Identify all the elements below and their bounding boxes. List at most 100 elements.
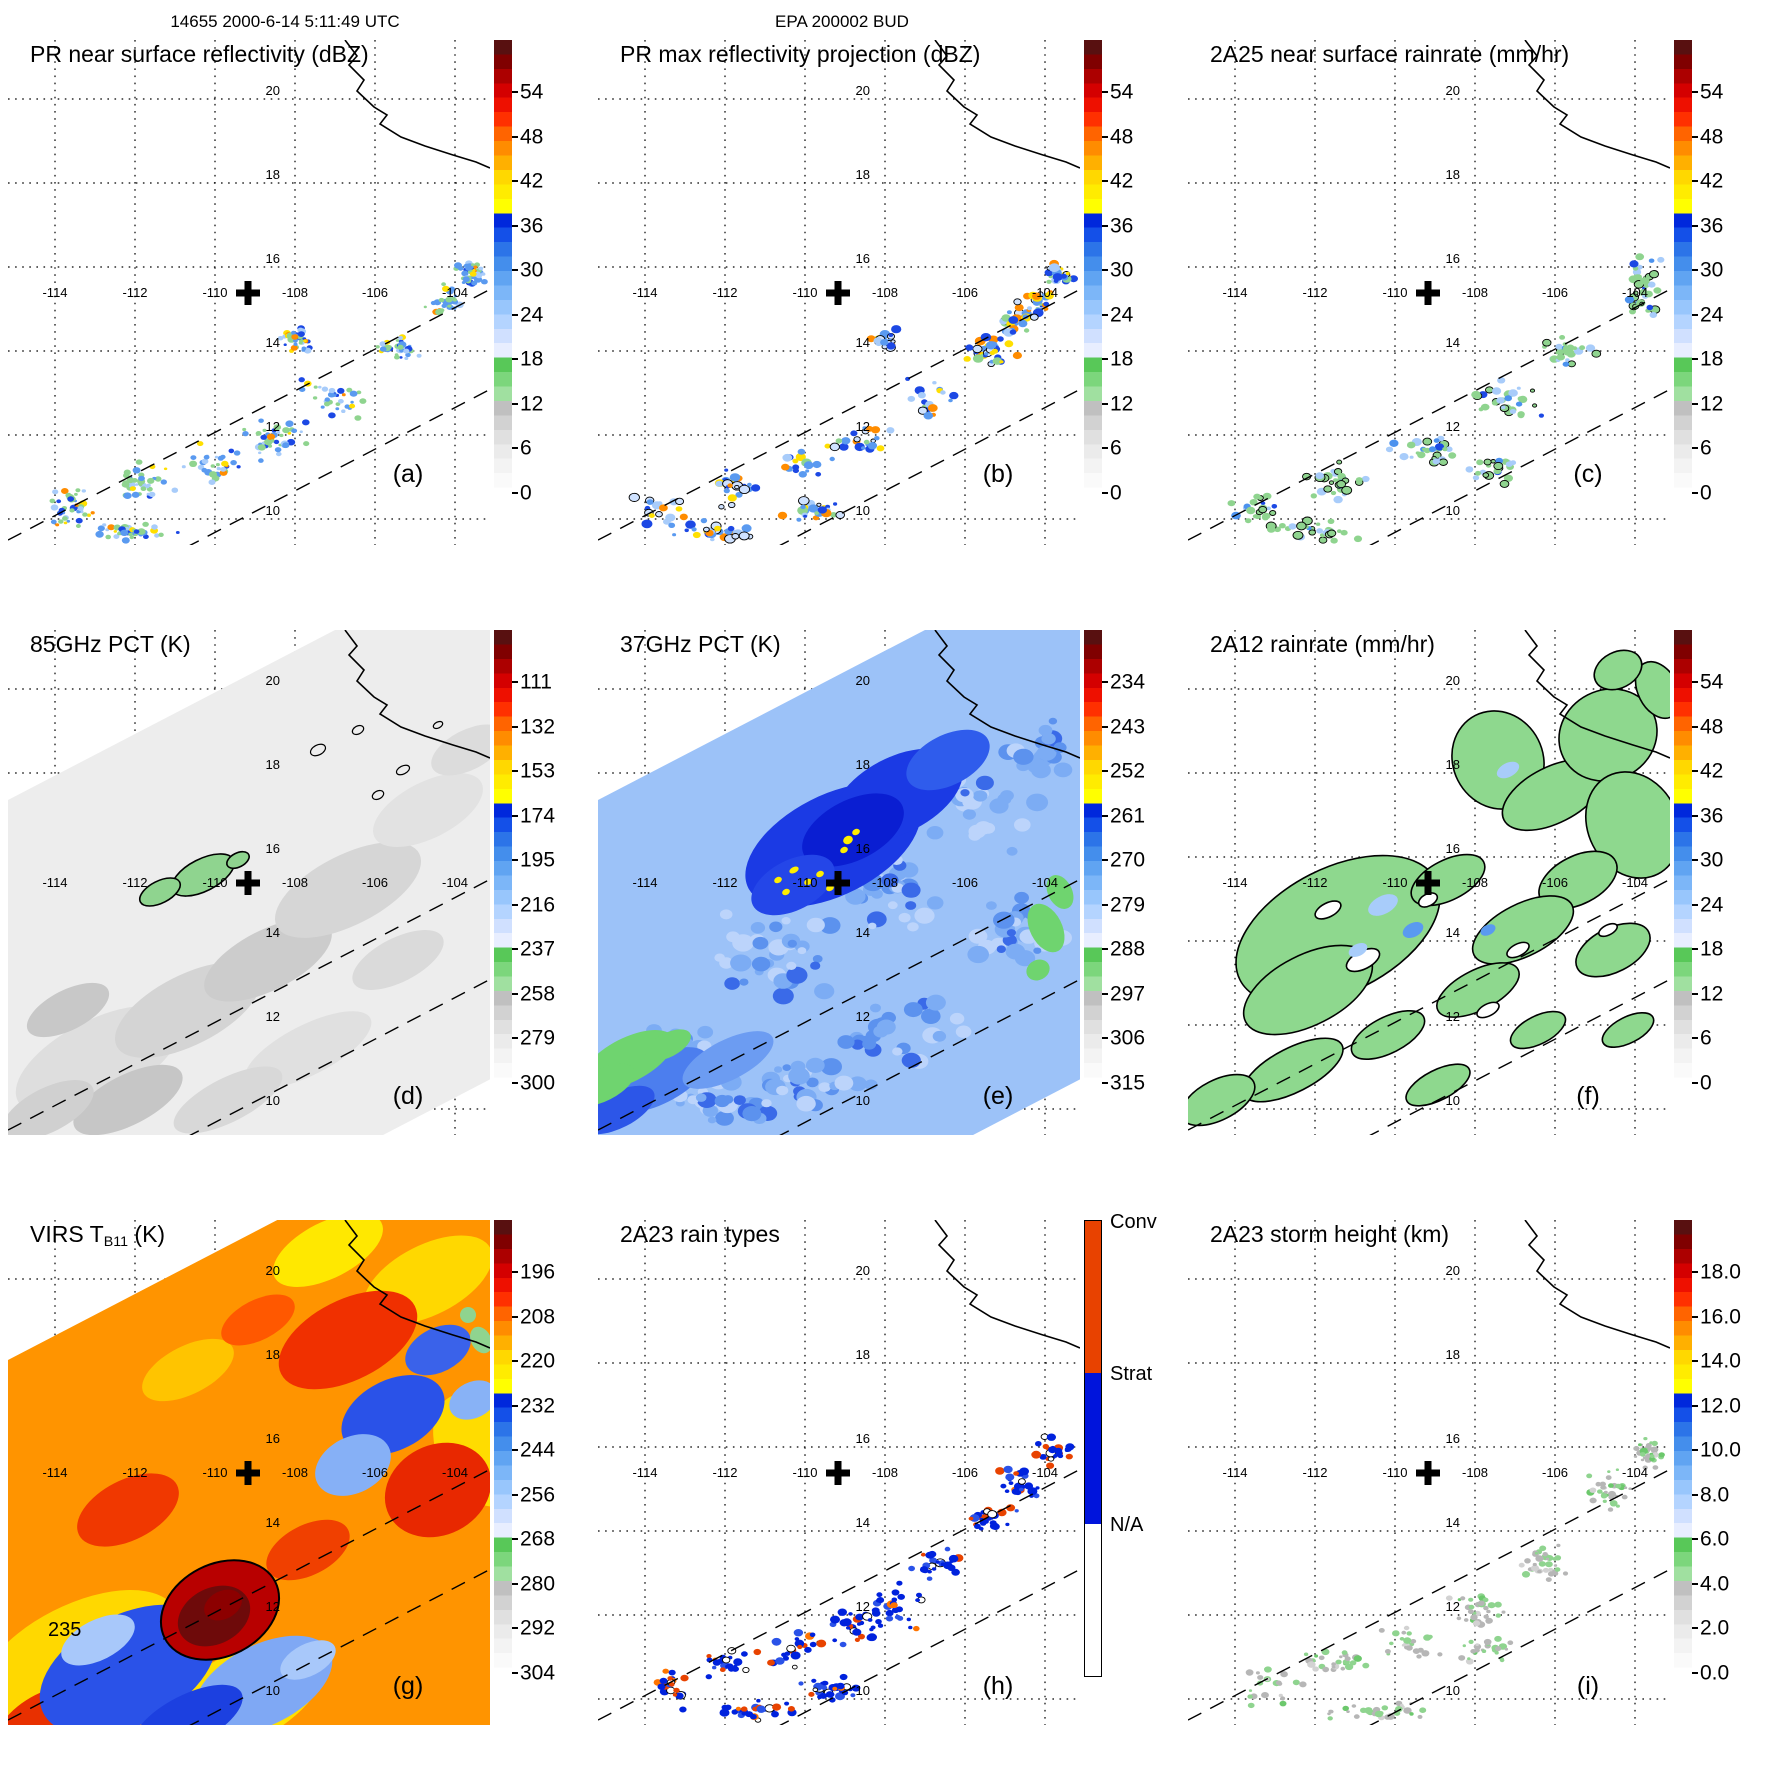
colorbar-tick-label: 256 bbox=[520, 1483, 556, 1507]
colorbar-tick bbox=[1692, 1404, 1698, 1407]
colorbar-tick-label: 174 bbox=[520, 804, 556, 828]
colorbar-tick-label: 10.0 bbox=[1700, 1438, 1741, 1462]
colorbar-tick bbox=[1692, 269, 1698, 272]
lat-label: 12 bbox=[856, 419, 870, 434]
colorbar-tick bbox=[512, 1315, 518, 1318]
colorbar-tick-label: 280 bbox=[520, 1572, 556, 1596]
lat-label: 14 bbox=[856, 1515, 870, 1530]
colorbar-tick-label: 279 bbox=[520, 1026, 556, 1050]
colorbar-tick-label: 48 bbox=[1700, 125, 1724, 149]
panel-letter: (g) bbox=[393, 1672, 424, 1700]
lat-label: 10 bbox=[856, 1093, 870, 1108]
colorbar-tick-label: 24 bbox=[520, 303, 544, 327]
lon-label: -106 bbox=[1542, 875, 1568, 890]
colorbar-tick-label: 195 bbox=[520, 848, 556, 872]
lat-label: 18 bbox=[856, 167, 870, 182]
rain-type-segment bbox=[1085, 1372, 1101, 1525]
colorbar-tick bbox=[512, 180, 518, 183]
coastline bbox=[1524, 1220, 1670, 1349]
colorbar-tick bbox=[512, 1449, 518, 1452]
colorbar-tick-label: 42 bbox=[1700, 759, 1724, 783]
lat-label: 20 bbox=[856, 83, 870, 98]
colorbar-tick bbox=[1102, 402, 1108, 405]
panel-title-part: B11 bbox=[103, 1233, 129, 1250]
lat-label: 20 bbox=[856, 1263, 870, 1278]
colorbar-tick-label: 48 bbox=[1110, 125, 1134, 149]
panel-i: 2A23 storm height (km) -114 -112 -110 -108 -1… bbox=[1188, 1220, 1766, 1771]
lon-label: -106 bbox=[362, 875, 388, 890]
map-h: -114 -112 -110 -108 -106 -104 20 18 16 14 12 10 (h) bbox=[598, 1220, 1080, 1725]
coastline bbox=[934, 1220, 1080, 1349]
swath-edges bbox=[8, 1468, 490, 1725]
colorbar-tick-label: 261 bbox=[1110, 804, 1146, 828]
colorbar-tick-label: 16.0 bbox=[1700, 1305, 1741, 1329]
colorbar-tick bbox=[1102, 948, 1108, 951]
colorbar-tick bbox=[512, 1404, 518, 1407]
panel-title: 2A23 rain types bbox=[620, 1221, 780, 1247]
lon-label: -114 bbox=[42, 1465, 67, 1480]
colorbar-tick bbox=[512, 681, 518, 683]
coastline bbox=[1524, 40, 1670, 169]
lat-label: 12 bbox=[266, 419, 280, 434]
map-c: -114 -112 -110 -108 -106 -104 20 18 16 14 12 10 (c) bbox=[1188, 40, 1670, 545]
lon-label: -104 bbox=[1032, 875, 1058, 890]
panel-h: 2A23 rain types -114 -112 -110 -108 -106 -104 2… bbox=[598, 1212, 1176, 1771]
cross-marker bbox=[236, 1461, 260, 1485]
panel-d: 85GHz PCT (K) -114 -112 -110 -108 -106 -104 20 1… bbox=[8, 630, 586, 1190]
data-speckles bbox=[615, 717, 1073, 1126]
colorbar-tick-label: 18 bbox=[520, 347, 544, 371]
panel-letter: (a) bbox=[393, 460, 424, 488]
colorbar-tick-label: 153 bbox=[520, 759, 556, 783]
colorbar-tick-label: 6 bbox=[1700, 436, 1712, 460]
colorbar-tick-label: 0.0 bbox=[1700, 1661, 1730, 1685]
lat-label: 12 bbox=[1446, 419, 1460, 434]
colorbar-tick bbox=[512, 1582, 518, 1585]
lon-label: -114 bbox=[632, 875, 657, 890]
colorbar-tick-label: 30 bbox=[1700, 258, 1724, 282]
lat-label: 14 bbox=[1446, 1515, 1460, 1530]
colorbar-tick-label: 30 bbox=[520, 258, 544, 282]
lon-label: -108 bbox=[1462, 1465, 1488, 1480]
header-center: EPA 200002 BUD bbox=[775, 12, 909, 31]
swath-edges bbox=[1188, 1468, 1670, 1725]
lon-label: -108 bbox=[1462, 285, 1488, 300]
lat-label: 16 bbox=[266, 1431, 280, 1446]
swath-edges bbox=[1188, 288, 1670, 545]
colorbar-tick-label: 252 bbox=[1110, 759, 1146, 783]
colorbar-tick bbox=[1692, 224, 1698, 227]
swath-data bbox=[628, 259, 1078, 544]
colorbar-tick-label: 234 bbox=[1110, 670, 1146, 694]
colorbar-tick-label: 268 bbox=[520, 1527, 556, 1551]
swath-edges bbox=[598, 288, 1080, 545]
colorbar-tick bbox=[1102, 269, 1108, 272]
colorbar-tick-label: 42 bbox=[520, 169, 544, 193]
lon-label: -108 bbox=[282, 285, 308, 300]
colorbar-tick bbox=[1692, 492, 1698, 495]
colorbar-tick-label: 216 bbox=[520, 893, 556, 917]
lon-label: -112 bbox=[122, 285, 147, 300]
panel-title: VIRS TB11 (K) bbox=[30, 1221, 165, 1250]
panel-letter: (b) bbox=[983, 460, 1014, 488]
lat-label: 10 bbox=[1446, 503, 1460, 518]
colorbar-tick-label: 6 bbox=[520, 436, 532, 460]
map-e: -114 -112 -110 -108 -106 -104 20 18 16 14 12 10 (e) bbox=[598, 630, 1080, 1135]
lat-label: 10 bbox=[266, 503, 280, 518]
colorbar bbox=[494, 40, 512, 502]
lat-label: 14 bbox=[266, 1515, 280, 1530]
lat-label: 16 bbox=[1446, 1431, 1460, 1446]
lon-label: -106 bbox=[362, 285, 388, 300]
lat-label: 10 bbox=[266, 1683, 280, 1698]
lat-label: 16 bbox=[266, 251, 280, 266]
coastline bbox=[934, 630, 1080, 759]
lat-label: 12 bbox=[266, 1009, 280, 1024]
lon-label: -114 bbox=[42, 285, 67, 300]
data-speckles bbox=[49, 260, 488, 544]
colorbar-tick bbox=[1692, 725, 1698, 728]
lat-label: 12 bbox=[856, 1009, 870, 1024]
lon-label: -106 bbox=[952, 875, 978, 890]
colorbar bbox=[1674, 40, 1692, 502]
colorbar-tick bbox=[1692, 1538, 1698, 1541]
lon-label: -104 bbox=[1622, 1465, 1648, 1480]
cross-marker bbox=[1416, 871, 1440, 895]
panel-letter: (f) bbox=[1576, 1082, 1600, 1110]
